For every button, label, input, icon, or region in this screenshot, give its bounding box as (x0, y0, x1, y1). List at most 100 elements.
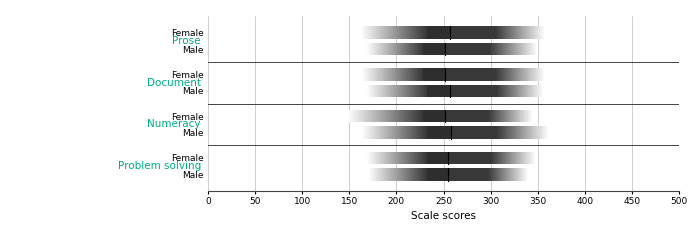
Bar (402, 110, 403, 122)
Bar (484, 168, 485, 181)
Bar (471, 126, 472, 139)
Bar (476, 85, 477, 97)
Bar (487, 68, 489, 81)
Bar (406, 110, 407, 122)
Bar (383, 110, 384, 122)
Bar (459, 85, 460, 97)
Bar (456, 85, 457, 97)
Bar (421, 110, 422, 122)
Bar (490, 126, 491, 139)
Bar (450, 168, 451, 181)
Bar (457, 43, 458, 55)
Bar (471, 85, 473, 97)
Bar (491, 85, 493, 97)
Bar (460, 43, 461, 55)
Bar (365, 110, 366, 122)
Bar (451, 26, 452, 39)
Bar (452, 152, 453, 164)
Bar (470, 26, 471, 39)
Bar (464, 110, 465, 122)
Bar (459, 43, 460, 55)
Bar (464, 152, 465, 164)
Bar (451, 43, 453, 55)
Bar (395, 110, 396, 122)
Bar (453, 26, 454, 39)
Bar (393, 110, 394, 122)
Bar (485, 168, 486, 181)
Bar (493, 68, 494, 81)
Bar (486, 26, 487, 39)
Bar (463, 126, 464, 139)
Bar (458, 26, 459, 39)
Bar (462, 168, 464, 181)
Bar (456, 168, 457, 181)
Bar (481, 168, 482, 181)
Bar (468, 168, 469, 181)
Bar (392, 110, 393, 122)
Bar (475, 152, 476, 164)
Bar (480, 152, 482, 164)
Bar (484, 110, 485, 122)
Bar (465, 110, 466, 122)
Bar (407, 110, 408, 122)
Bar (416, 110, 417, 122)
Bar (453, 85, 454, 97)
Bar (471, 26, 472, 39)
Bar (486, 168, 487, 181)
Bar (472, 110, 473, 122)
Bar (493, 126, 495, 139)
Bar (483, 168, 484, 181)
Bar (450, 43, 451, 55)
Bar (366, 110, 367, 122)
Bar (458, 68, 459, 81)
Bar (482, 68, 484, 81)
Bar (347, 110, 348, 122)
Bar (465, 85, 466, 97)
Bar (473, 110, 474, 122)
Bar (455, 168, 456, 181)
Bar (450, 68, 451, 81)
Bar (381, 110, 382, 122)
Bar (446, 110, 447, 122)
Text: Document: Document (147, 78, 201, 88)
Bar (479, 126, 480, 139)
Bar (453, 168, 454, 181)
Bar (463, 85, 464, 97)
Bar (454, 110, 455, 122)
Bar (481, 110, 482, 122)
Bar (413, 110, 414, 122)
Bar (453, 68, 455, 81)
Bar (483, 26, 484, 39)
Bar (448, 110, 449, 122)
Bar (480, 43, 481, 55)
Bar (491, 26, 492, 39)
Bar (482, 85, 484, 97)
Bar (487, 26, 488, 39)
Bar (491, 68, 492, 81)
Bar (482, 168, 483, 181)
Bar (475, 85, 476, 97)
Bar (470, 110, 471, 122)
Bar (451, 168, 453, 181)
Bar (478, 168, 479, 181)
Bar (457, 126, 458, 139)
Bar (466, 68, 467, 81)
Bar (485, 126, 486, 139)
Bar (478, 85, 479, 97)
Bar (458, 152, 459, 164)
Bar (382, 110, 383, 122)
Bar (477, 85, 478, 97)
Bar (485, 68, 486, 81)
Bar (379, 110, 380, 122)
Bar (464, 43, 465, 55)
Bar (490, 26, 491, 39)
Bar (481, 126, 482, 139)
Bar (474, 152, 475, 164)
Bar (460, 126, 461, 139)
Bar (420, 110, 421, 122)
Bar (458, 126, 459, 139)
Bar (481, 26, 482, 39)
Bar (475, 43, 476, 55)
Bar (399, 110, 400, 122)
Bar (467, 168, 468, 181)
